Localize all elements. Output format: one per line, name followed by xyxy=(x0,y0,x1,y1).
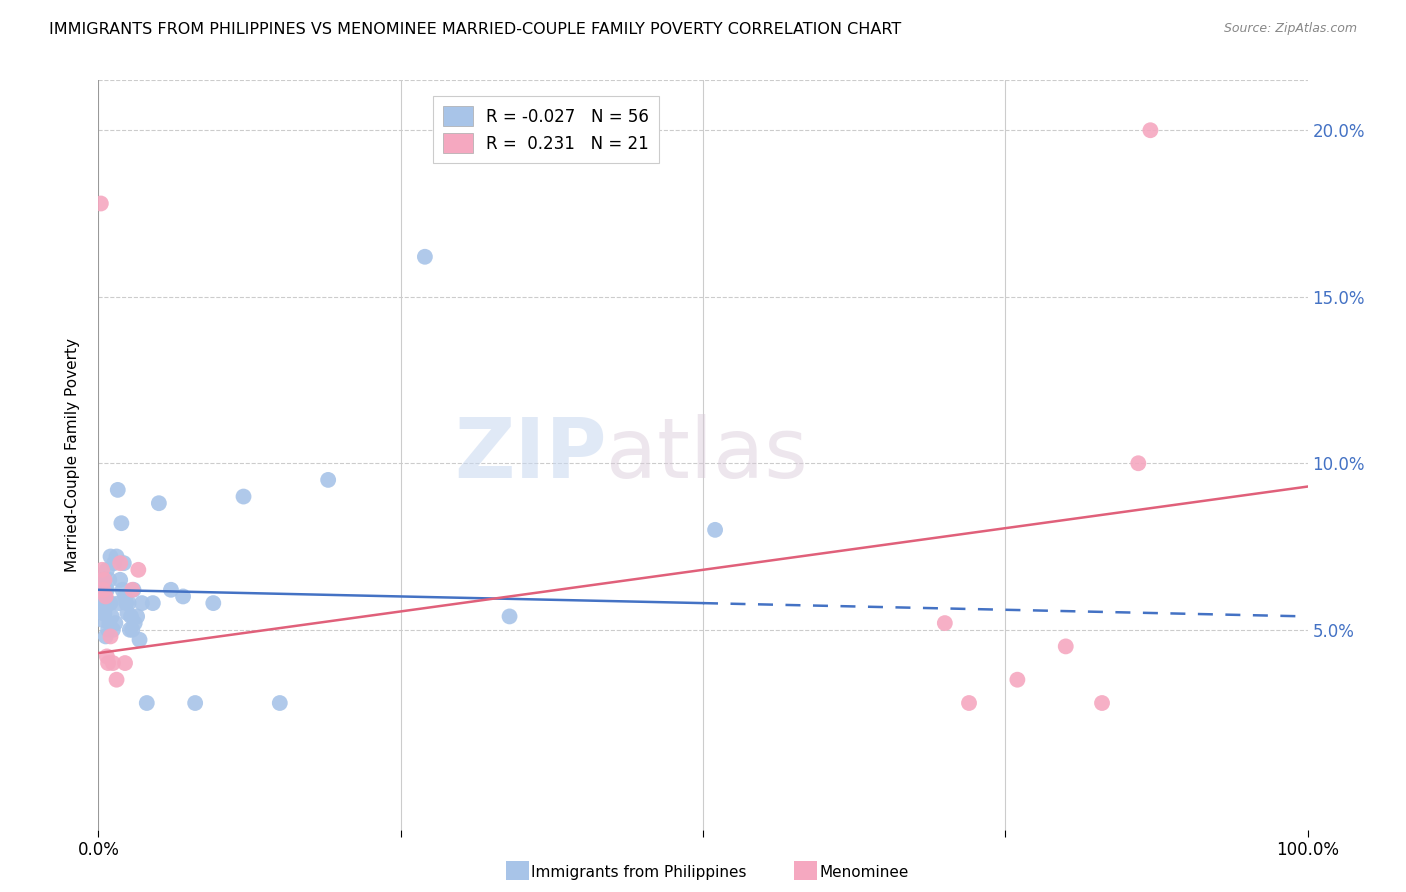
Point xyxy=(316,473,339,487)
Point xyxy=(90,599,112,614)
Point xyxy=(121,623,143,637)
Point xyxy=(148,496,170,510)
Point xyxy=(957,696,980,710)
Point xyxy=(172,590,194,604)
Point xyxy=(117,606,139,620)
Point xyxy=(128,632,150,647)
Point xyxy=(91,590,114,604)
Point xyxy=(101,656,124,670)
Point xyxy=(160,582,183,597)
Point xyxy=(108,573,131,587)
Point xyxy=(104,616,127,631)
Point xyxy=(202,596,225,610)
Point xyxy=(94,590,117,604)
Point xyxy=(97,596,120,610)
Point xyxy=(121,582,143,597)
Point xyxy=(111,582,134,597)
Point xyxy=(100,629,122,643)
Point xyxy=(91,573,114,587)
Point xyxy=(98,616,121,631)
Point xyxy=(118,596,141,610)
Point xyxy=(100,549,122,564)
Point xyxy=(97,623,120,637)
Point xyxy=(96,649,118,664)
Point xyxy=(118,623,141,637)
Point xyxy=(103,556,125,570)
Point xyxy=(413,250,436,264)
Point xyxy=(96,582,118,597)
Text: IMMIGRANTS FROM PHILIPPINES VS MENOMINEE MARRIED-COUPLE FAMILY POVERTY CORRELATI: IMMIGRANTS FROM PHILIPPINES VS MENOMINEE… xyxy=(49,22,901,37)
Point xyxy=(101,623,124,637)
Point xyxy=(120,609,142,624)
Point xyxy=(112,556,135,570)
Point xyxy=(127,609,149,624)
Point xyxy=(232,490,254,504)
Point xyxy=(107,483,129,497)
Point xyxy=(91,582,114,597)
Point xyxy=(1091,696,1114,710)
Point xyxy=(100,609,122,624)
Point xyxy=(93,606,115,620)
Point xyxy=(93,573,115,587)
Point xyxy=(1007,673,1029,687)
Text: atlas: atlas xyxy=(606,415,808,495)
Point xyxy=(135,696,157,710)
Point xyxy=(108,556,131,570)
Point xyxy=(91,613,114,627)
Text: Source: ZipAtlas.com: Source: ZipAtlas.com xyxy=(1223,22,1357,36)
Point xyxy=(105,549,128,564)
Point xyxy=(114,656,136,670)
Point xyxy=(91,606,114,620)
Point xyxy=(124,616,146,631)
Text: ZIP: ZIP xyxy=(454,415,606,495)
Point xyxy=(91,563,114,577)
Text: Immigrants from Philippines: Immigrants from Philippines xyxy=(531,865,747,880)
Point xyxy=(131,596,153,610)
Point xyxy=(94,629,117,643)
Point xyxy=(110,516,132,531)
Point xyxy=(105,673,128,687)
Text: Menominee: Menominee xyxy=(820,865,910,880)
Point xyxy=(97,656,120,670)
Point xyxy=(90,196,112,211)
Point xyxy=(184,696,207,710)
Point xyxy=(114,590,136,604)
Point xyxy=(934,616,956,631)
Point xyxy=(93,590,115,604)
Point xyxy=(96,563,118,577)
Legend: R = -0.027   N = 56, R =  0.231   N = 21: R = -0.027 N = 56, R = 0.231 N = 21 xyxy=(433,96,659,163)
Point xyxy=(1054,640,1077,654)
Point xyxy=(100,596,122,610)
Point xyxy=(115,596,138,610)
Point xyxy=(142,596,165,610)
Point xyxy=(91,596,114,610)
Point xyxy=(98,573,121,587)
Point xyxy=(90,582,112,597)
Point xyxy=(122,582,145,597)
Point xyxy=(269,696,291,710)
Point xyxy=(127,563,149,577)
Point xyxy=(498,609,520,624)
Y-axis label: Married-Couple Family Poverty: Married-Couple Family Poverty xyxy=(65,338,80,572)
Point xyxy=(1128,456,1150,470)
Point xyxy=(93,573,115,587)
Point xyxy=(1139,123,1161,137)
Point xyxy=(108,596,131,610)
Point xyxy=(704,523,727,537)
Point xyxy=(94,582,117,597)
